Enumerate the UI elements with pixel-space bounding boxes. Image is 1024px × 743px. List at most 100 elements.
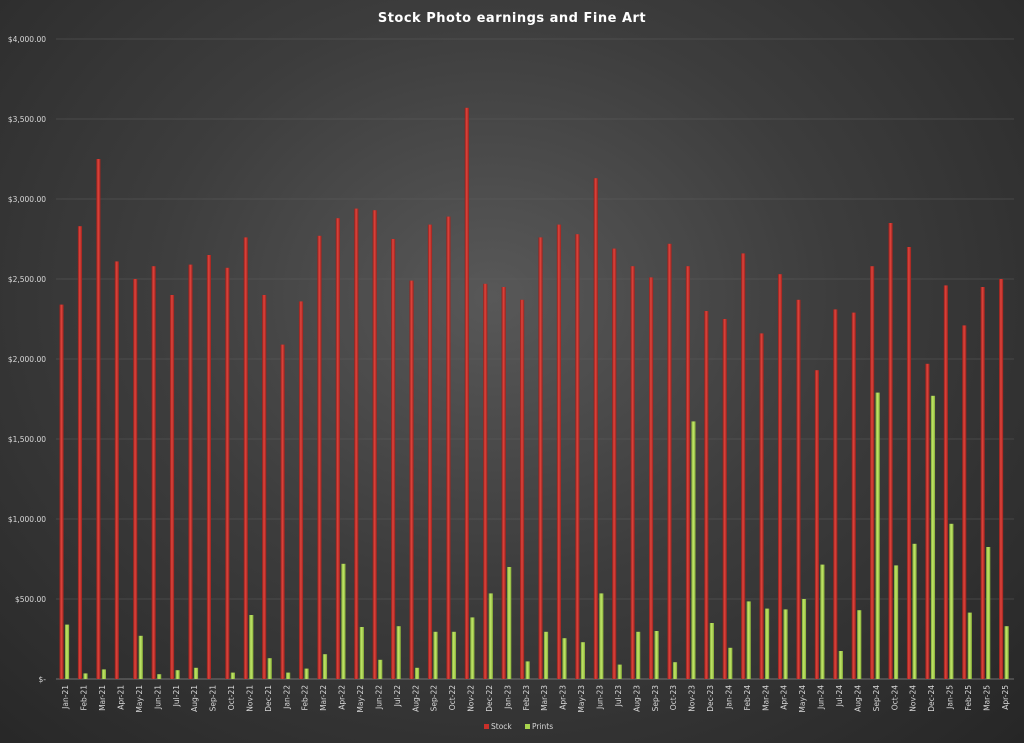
x-tick-label: Sep-22 xyxy=(430,685,439,712)
bar-stock xyxy=(96,159,101,679)
bar-prints xyxy=(912,543,917,679)
bar-prints xyxy=(636,631,641,679)
bar-stock xyxy=(667,243,672,680)
bar-stock xyxy=(556,224,562,679)
bar-prints xyxy=(83,673,88,679)
bar-stock xyxy=(409,280,414,679)
x-tick-label: Apr-21 xyxy=(116,685,125,710)
bar-prints xyxy=(396,626,401,679)
x-tick-label: May-21 xyxy=(135,685,144,713)
x-tick-label: Dec-24 xyxy=(927,685,936,712)
bar-stock xyxy=(906,247,912,679)
bar-prints xyxy=(893,565,899,679)
bar-prints xyxy=(617,664,622,679)
bar-prints xyxy=(949,523,954,679)
bar-prints xyxy=(433,631,438,679)
bar-prints xyxy=(783,609,788,679)
x-tick-label: May-22 xyxy=(356,685,365,713)
bar-stock xyxy=(262,295,267,679)
x-tick-label: Dec-21 xyxy=(264,685,273,712)
bar-stock xyxy=(317,235,322,680)
bar-stock xyxy=(520,299,525,679)
bar-prints xyxy=(875,392,880,679)
y-tick-label: $500.00 xyxy=(15,595,46,604)
legend-label-stock: Stock xyxy=(491,722,512,731)
bar-stock xyxy=(335,218,340,679)
x-tick-label: Feb-25 xyxy=(964,685,973,711)
bar-prints xyxy=(599,593,604,679)
y-tick-label: $4,000.00 xyxy=(8,35,46,44)
x-tick-label: Feb-21 xyxy=(80,685,89,711)
x-tick-label: Oct-23 xyxy=(669,685,678,710)
x-tick-label: Mar-22 xyxy=(319,685,328,711)
bar-stock xyxy=(630,266,635,679)
bar-stock xyxy=(169,295,175,679)
bar-stock xyxy=(483,283,488,679)
x-tick-label: Jan-24 xyxy=(724,685,733,710)
x-tick-label: Nov-24 xyxy=(909,685,918,712)
bar-stock xyxy=(685,266,691,679)
x-tick-label: Mar-25 xyxy=(982,685,991,711)
bar-prints xyxy=(175,670,180,679)
bar-stock xyxy=(427,224,433,679)
bar-stock xyxy=(814,370,819,679)
bar-stock xyxy=(354,208,359,679)
bar-prints xyxy=(267,658,272,679)
bar-stock xyxy=(612,248,617,679)
legend-swatch-stock xyxy=(484,724,489,729)
bar-prints xyxy=(709,623,714,679)
bar-prints xyxy=(157,674,162,679)
bar-prints xyxy=(801,599,807,679)
bar-prints xyxy=(322,654,328,679)
y-tick-label: $3,000.00 xyxy=(8,195,46,204)
y-tick-label: $1,500.00 xyxy=(8,435,46,444)
bar-stock xyxy=(833,309,838,679)
x-tick-label: Aug-21 xyxy=(190,685,199,712)
x-tick-label: Aug-23 xyxy=(632,685,641,712)
x-tick-label: Jul-24 xyxy=(835,685,844,708)
bar-stock xyxy=(759,333,764,679)
bar-stock xyxy=(280,344,285,679)
bar-prints xyxy=(580,642,585,679)
bar-stock xyxy=(870,266,875,679)
bar-prints xyxy=(525,661,530,679)
bar-prints xyxy=(507,567,512,679)
bar-stock xyxy=(943,285,948,679)
bar-stock xyxy=(391,239,396,679)
legend: Stock Prints xyxy=(484,722,553,731)
bar-stock xyxy=(777,274,783,679)
bar-stock xyxy=(888,223,893,679)
y-tick-label: $1,000.00 xyxy=(8,515,46,524)
bar-stock xyxy=(575,234,580,679)
x-tick-label: May-24 xyxy=(798,685,807,713)
x-tick-label: Sep-24 xyxy=(872,685,881,712)
bar-prints xyxy=(543,631,549,679)
x-tick-label: Jan-23 xyxy=(503,685,512,710)
bar-stock xyxy=(501,287,506,679)
x-tick-label: Jun-21 xyxy=(153,685,162,710)
y-tick-label: $- xyxy=(39,675,47,684)
bar-stock xyxy=(962,325,967,679)
bar-stock xyxy=(188,264,193,679)
x-tick-label: Oct-22 xyxy=(448,685,457,710)
bar-stock xyxy=(999,279,1004,679)
bar-prints xyxy=(414,667,420,679)
bar-prints xyxy=(193,667,199,679)
bar-prints xyxy=(691,421,696,679)
x-tick-label: Aug-24 xyxy=(853,685,862,712)
bars-layer xyxy=(59,107,1009,680)
x-tick-label: Aug-22 xyxy=(411,685,420,712)
bar-stock xyxy=(980,287,985,679)
bar-prints xyxy=(470,617,475,679)
bar-prints xyxy=(654,631,659,679)
bar-prints xyxy=(249,615,254,679)
bar-stock xyxy=(648,277,654,679)
bar-prints xyxy=(451,631,457,679)
bar-prints xyxy=(304,668,309,679)
x-tick-label: Nov-21 xyxy=(245,685,254,712)
x-tick-label: Jun-22 xyxy=(374,685,383,710)
bar-prints xyxy=(1004,626,1009,679)
x-tick-label: Jan-21 xyxy=(61,685,70,710)
bar-stock xyxy=(722,319,727,679)
